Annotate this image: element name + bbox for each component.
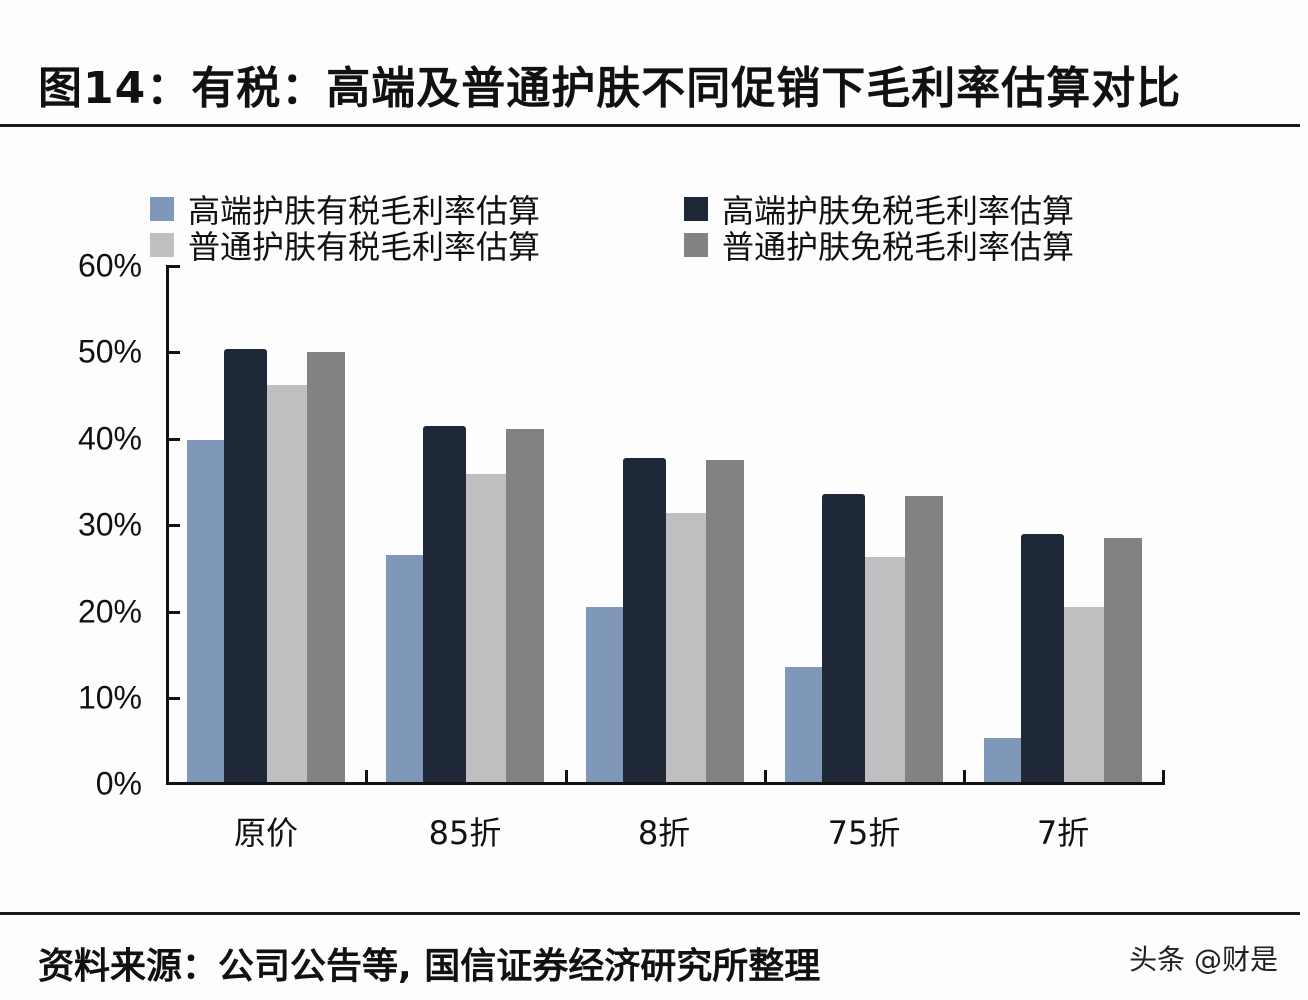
legend-label: 高端护肤免税毛利率估算	[722, 192, 1075, 230]
bar	[187, 440, 224, 784]
legend-label: 普通护肤有税毛利率估算	[188, 228, 541, 266]
bar	[585, 607, 623, 784]
legend-label: 高端护肤有税毛利率估算	[188, 192, 541, 230]
title-divider	[0, 124, 1300, 127]
legend-item: 普通护肤免税毛利率估算	[684, 222, 1074, 268]
y-tick-label: 40%	[77, 420, 142, 457]
x-tick	[1162, 770, 1165, 784]
bar	[1021, 534, 1065, 784]
bar	[784, 666, 822, 784]
y-tick	[166, 351, 180, 354]
y-tick-label: 50%	[77, 333, 142, 370]
x-axis-line	[166, 782, 1165, 785]
legend-item: 普通护肤有税毛利率估算	[150, 222, 540, 268]
x-tick	[365, 770, 368, 784]
legend-item: 高端护肤免税毛利率估算	[684, 186, 1074, 232]
bar	[1104, 537, 1143, 784]
y-tick	[166, 265, 180, 268]
x-tick-label: 85折	[428, 814, 502, 852]
y-tick-label: 10%	[77, 679, 142, 716]
bar	[665, 512, 706, 784]
y-tick-label: 20%	[77, 593, 142, 630]
y-tick	[166, 611, 180, 614]
y-tick-label: 60%	[77, 247, 142, 284]
bar	[984, 738, 1022, 784]
bar	[904, 495, 943, 784]
y-tick	[166, 697, 180, 700]
bar	[267, 385, 307, 784]
legend-swatch	[150, 197, 174, 221]
bar	[705, 460, 744, 784]
x-tick	[565, 770, 568, 784]
legend-swatch	[150, 233, 174, 257]
watermark: 头条 @财是	[1129, 943, 1278, 976]
x-tick	[963, 770, 966, 784]
bar	[622, 457, 666, 784]
x-tick-label: 7折	[1036, 814, 1090, 852]
y-tick	[166, 524, 180, 527]
bar	[224, 348, 267, 784]
source-note: 资料来源：公司公告等, 国信证券经济研究所整理	[38, 946, 821, 987]
legend-swatch	[684, 233, 708, 257]
bar	[466, 474, 507, 784]
y-tick-label: 0%	[95, 765, 142, 802]
bar	[864, 556, 905, 784]
bar	[1064, 607, 1105, 784]
bar	[821, 493, 865, 784]
chart-title: 图14：有税：高端及普通护肤不同促销下毛利率估算对比	[38, 63, 1182, 114]
y-tick	[166, 438, 180, 441]
x-tick	[166, 770, 169, 784]
x-tick-label: 8折	[637, 814, 691, 852]
x-tick-label: 原价	[233, 814, 299, 852]
x-tick-label: 75折	[827, 814, 901, 852]
x-tick	[764, 770, 767, 784]
bar	[307, 352, 345, 784]
bar	[423, 425, 467, 784]
bar	[386, 555, 424, 784]
legend-item: 高端护肤有税毛利率估算	[150, 186, 540, 232]
legend-swatch	[684, 197, 708, 221]
legend-label: 普通护肤免税毛利率估算	[722, 228, 1075, 266]
y-tick-label: 30%	[77, 506, 142, 543]
footer-divider	[0, 912, 1300, 915]
bar	[506, 429, 545, 784]
